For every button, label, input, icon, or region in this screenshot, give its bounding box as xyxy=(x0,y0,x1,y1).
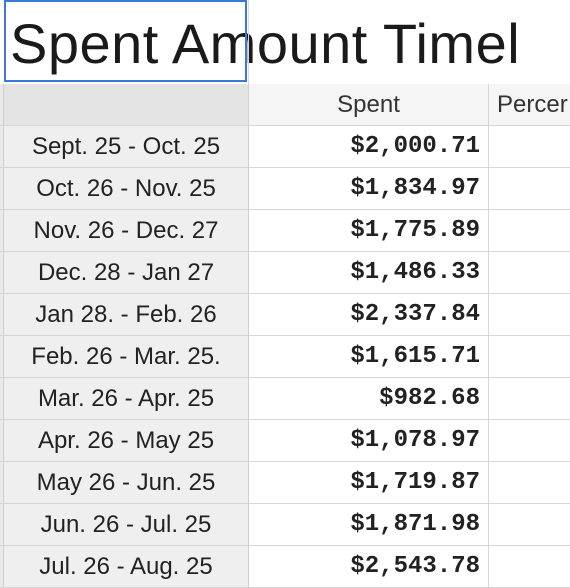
row-header[interactable] xyxy=(0,336,4,377)
sheet-title[interactable]: Spent Amount Timel xyxy=(10,12,521,75)
selected-cell-outline[interactable] xyxy=(4,0,247,82)
period-cell[interactable]: Oct. 26 - Nov. 25 xyxy=(4,168,249,209)
row-header[interactable] xyxy=(0,252,4,293)
table-row: Dec. 28 - Jan 27 $1,486.33 xyxy=(0,252,570,294)
percent-cell[interactable] xyxy=(489,126,570,167)
header-cell-percent[interactable]: Percer xyxy=(489,84,570,125)
period-cell[interactable]: Apr. 26 - May 25 xyxy=(4,420,249,461)
table-row: Jul. 26 - Aug. 25 $2,543.78 xyxy=(0,546,570,588)
period-cell[interactable]: Feb. 26 - Mar. 25. xyxy=(4,336,249,377)
percent-cell[interactable] xyxy=(489,378,570,419)
row-header[interactable] xyxy=(0,420,4,461)
percent-cell[interactable] xyxy=(489,504,570,545)
row-header[interactable] xyxy=(0,126,4,167)
period-cell[interactable]: Jun. 26 - Jul. 25 xyxy=(4,504,249,545)
spent-cell[interactable]: $1,078.97 xyxy=(249,420,489,461)
table-row: Nov. 26 - Dec. 27 $1,775.89 xyxy=(0,210,570,252)
percent-cell[interactable] xyxy=(489,252,570,293)
percent-cell[interactable] xyxy=(489,546,570,587)
percent-cell[interactable] xyxy=(489,294,570,335)
period-cell[interactable]: Jul. 26 - Aug. 25 xyxy=(4,546,249,587)
percent-cell[interactable] xyxy=(489,168,570,209)
title-row: Spent Amount Timel xyxy=(0,0,570,85)
period-cell[interactable]: Sept. 25 - Oct. 25 xyxy=(4,126,249,167)
header-cell-period[interactable] xyxy=(4,84,249,125)
table-row: May 26 - Jun. 25 $1,719.87 xyxy=(0,462,570,504)
column-divider xyxy=(248,0,249,84)
spent-cell[interactable]: $2,000.71 xyxy=(249,126,489,167)
row-header[interactable] xyxy=(0,294,4,335)
row-header[interactable] xyxy=(0,210,4,251)
spent-cell[interactable]: $1,719.87 xyxy=(249,462,489,503)
spent-cell[interactable]: $1,615.71 xyxy=(249,336,489,377)
spent-cell[interactable]: $982.68 xyxy=(249,378,489,419)
header-row: Spent Percer xyxy=(0,84,570,126)
spent-cell[interactable]: $2,337.84 xyxy=(249,294,489,335)
row-header[interactable] xyxy=(0,546,4,587)
percent-cell[interactable] xyxy=(489,336,570,377)
period-cell[interactable]: Jan 28. - Feb. 26 xyxy=(4,294,249,335)
row-header[interactable] xyxy=(0,168,4,209)
table-row: Oct. 26 - Nov. 25 $1,834.97 xyxy=(0,168,570,210)
row-header[interactable] xyxy=(0,84,4,125)
table-row: Jun. 26 - Jul. 25 $1,871.98 xyxy=(0,504,570,546)
table-row: Apr. 26 - May 25 $1,078.97 xyxy=(0,420,570,462)
period-cell[interactable]: Dec. 28 - Jan 27 xyxy=(4,252,249,293)
header-cell-spent[interactable]: Spent xyxy=(249,84,489,125)
spent-cell[interactable]: $2,543.78 xyxy=(249,546,489,587)
period-cell[interactable]: Mar. 26 - Apr. 25 xyxy=(4,378,249,419)
spent-cell[interactable]: $1,486.33 xyxy=(249,252,489,293)
table-row: Feb. 26 - Mar. 25. $1,615.71 xyxy=(0,336,570,378)
table-row: Mar. 26 - Apr. 25 $982.68 xyxy=(0,378,570,420)
row-header[interactable] xyxy=(0,378,4,419)
spent-cell[interactable]: $1,871.98 xyxy=(249,504,489,545)
period-cell[interactable]: May 26 - Jun. 25 xyxy=(4,462,249,503)
table-row: Sept. 25 - Oct. 25 $2,000.71 xyxy=(0,126,570,168)
percent-cell[interactable] xyxy=(489,210,570,251)
percent-cell[interactable] xyxy=(489,420,570,461)
row-header[interactable] xyxy=(0,462,4,503)
row-header[interactable] xyxy=(0,504,4,545)
spent-cell[interactable]: $1,775.89 xyxy=(249,210,489,251)
spent-cell[interactable]: $1,834.97 xyxy=(249,168,489,209)
period-cell[interactable]: Nov. 26 - Dec. 27 xyxy=(4,210,249,251)
table-row: Jan 28. - Feb. 26 $2,337.84 xyxy=(0,294,570,336)
percent-cell[interactable] xyxy=(489,462,570,503)
